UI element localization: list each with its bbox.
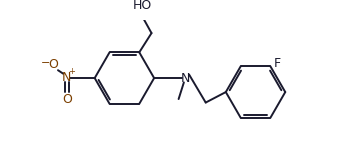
Text: O: O [62, 93, 72, 106]
Text: HO: HO [133, 0, 152, 12]
Text: N: N [181, 72, 190, 85]
Text: N: N [62, 71, 71, 84]
Text: F: F [274, 57, 281, 70]
Text: −: − [41, 58, 50, 68]
Text: +: + [69, 67, 75, 76]
Text: O: O [48, 58, 58, 71]
